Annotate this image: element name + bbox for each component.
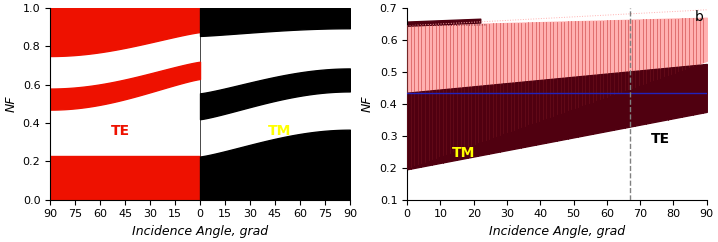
Text: TM: TM	[452, 146, 475, 160]
X-axis label: Incidence Angle, grad: Incidence Angle, grad	[132, 225, 268, 238]
Text: TM: TM	[269, 124, 292, 138]
Text: TE: TE	[111, 124, 130, 138]
Text: a: a	[328, 14, 337, 28]
Text: TE: TE	[651, 132, 670, 146]
Y-axis label: NF: NF	[4, 96, 17, 112]
X-axis label: Incidence Angle, grad: Incidence Angle, grad	[489, 225, 625, 238]
Y-axis label: NF: NF	[361, 96, 374, 112]
Text: b: b	[694, 10, 704, 24]
